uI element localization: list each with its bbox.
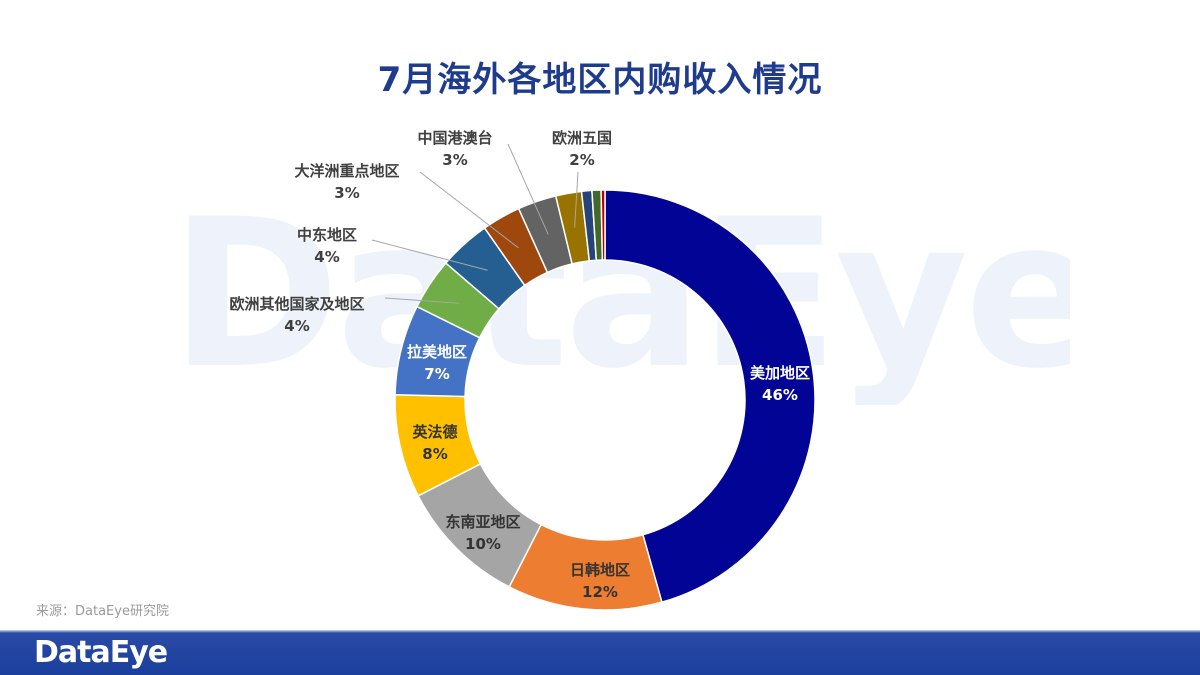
slice-label: 日韩地区 [570, 561, 630, 579]
leader-line [507, 143, 549, 235]
donut-slice [604, 189, 816, 604]
slice-value-label: 4% [314, 248, 339, 266]
slice-label: 美加地区 [750, 364, 810, 382]
slice-value-label: 4% [284, 317, 309, 335]
slice-value-label: 3% [442, 151, 467, 169]
leader-line [384, 297, 460, 304]
slice-label: 东南亚地区 [445, 513, 520, 531]
slice-label: 中国港澳台 [417, 129, 492, 147]
leader-line [371, 239, 488, 271]
slice-value-label: 2% [569, 151, 594, 169]
chart-title: 7月海外各地区内购收入情况 [377, 60, 823, 100]
slice-value-label: 10% [465, 535, 501, 553]
slice-value-label: 46% [762, 386, 798, 404]
slice-label: 欧洲五国 [552, 129, 612, 147]
slice-label: 拉美地区 [407, 343, 467, 361]
slice-label: 大洋洲重点地区 [294, 162, 399, 180]
slice-label: 中东地区 [297, 226, 357, 244]
dataeye-logo: DataEye [34, 635, 168, 670]
footer-bar: DataEye [0, 630, 1200, 675]
leader-line [419, 171, 519, 249]
leader-line [574, 171, 579, 228]
slice-value-label: 8% [422, 445, 447, 463]
slice-label: 英法德 [412, 423, 457, 441]
source-note: 来源：DataEye研究院 [36, 604, 169, 619]
slice-label: 欧洲其他国家及地区 [229, 295, 364, 313]
slice-value-label: 3% [334, 184, 359, 202]
slice-value-label: 7% [424, 365, 449, 383]
slice-value-label: 12% [582, 583, 618, 601]
donut-chart: 美加地区 46% 日韩地区 12% 东南亚地区 10% 英法德 8% 拉美地区 7% 欧洲其他国家及… [229, 129, 816, 611]
donut-slice [600, 189, 606, 261]
